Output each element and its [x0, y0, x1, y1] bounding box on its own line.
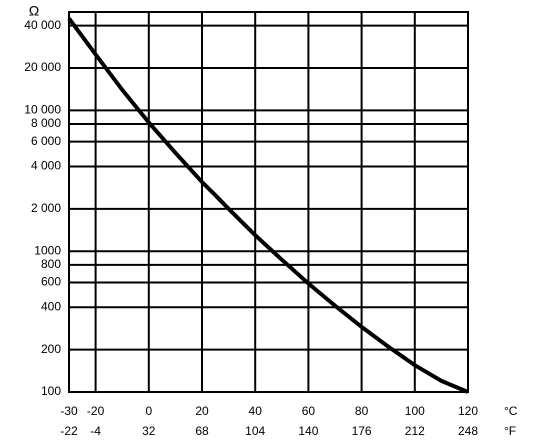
- x-tick-label: 60: [302, 404, 316, 418]
- x2-tick-label: 32: [142, 424, 156, 438]
- y-tick-label: 6 000: [31, 134, 61, 148]
- y-tick-label: 40 000: [24, 18, 61, 32]
- x-tick-label: 120: [458, 404, 478, 418]
- y-tick-label: 800: [41, 257, 61, 271]
- x-tick-label: 100: [405, 404, 425, 418]
- x-tick-label: 20: [195, 404, 209, 418]
- x2-tick-label: -4: [90, 424, 101, 438]
- y-unit: Ω: [29, 3, 39, 19]
- y-tick-label: 1000: [34, 243, 61, 257]
- y-tick-label: 100: [41, 384, 61, 398]
- x2-tick-label: 212: [405, 424, 425, 438]
- y-tick-label: 200: [41, 342, 61, 356]
- y-tick-label: 600: [41, 275, 61, 289]
- y-tick-label: 400: [41, 299, 61, 313]
- x-tick-label: 40: [249, 404, 263, 418]
- y-tick-label: 8 000: [31, 116, 61, 130]
- x2-tick-label: 68: [195, 424, 209, 438]
- y-tick-label: 20 000: [24, 60, 61, 74]
- curve: [67, 17, 469, 394]
- x2-unit: °F: [504, 424, 516, 438]
- x2-tick-label: 248: [458, 424, 478, 438]
- x-tick-label: 0: [145, 404, 152, 418]
- x2-tick-label: -22: [60, 424, 78, 438]
- x2-tick-label: 140: [298, 424, 318, 438]
- x-tick-label: -20: [87, 404, 105, 418]
- x-tick-label: 80: [355, 404, 369, 418]
- x-unit: °C: [504, 404, 518, 418]
- x2-tick-label: 104: [245, 424, 265, 438]
- y-tick-label: 10 000: [24, 103, 61, 117]
- x-tick-label: -30: [60, 404, 78, 418]
- y-tick-label: 2 000: [31, 201, 61, 215]
- y-tick-label: 4 000: [31, 159, 61, 173]
- x2-tick-label: 176: [352, 424, 372, 438]
